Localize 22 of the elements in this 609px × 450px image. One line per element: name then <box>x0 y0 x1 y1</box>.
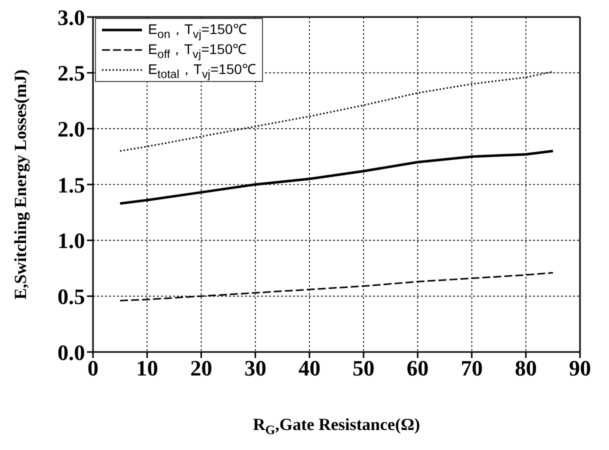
x-tick-label: 90 <box>569 356 591 381</box>
x-tick-label: 60 <box>406 356 429 381</box>
x-tick-label: 0 <box>88 356 98 381</box>
y-tick-label: 0.0 <box>58 340 85 365</box>
x-tick-label: 70 <box>460 356 483 381</box>
y-tick-label: 2.0 <box>58 116 85 142</box>
x-tick-label: 80 <box>514 356 537 381</box>
y-tick-label: 2.5 <box>58 60 85 86</box>
y-tick-label: 1.5 <box>58 172 85 198</box>
legend-label: E$_{off}$，T$_{vj}$=150℃ <box>148 40 247 61</box>
x-axis-title: R$_{G}$,Gate Resistance(Ω) <box>252 415 420 437</box>
y-tick-label: 0.5 <box>58 284 85 309</box>
x-tick-label: 20 <box>190 356 212 381</box>
x-tick-label: 40 <box>298 356 320 381</box>
y-tick-label: 3.0 <box>58 4 85 30</box>
x-tick-label: 10 <box>136 356 158 381</box>
y-axis-title: E,Switching Energy Losses(mJ) <box>11 70 30 300</box>
legend-label: E$_{total}$，T$_{vj}$=150℃ <box>148 60 256 81</box>
x-tick-label: 30 <box>244 356 266 381</box>
x-tick-label: 50 <box>352 356 375 381</box>
y-tick-label: 1.0 <box>58 228 85 254</box>
legend-label: E$_{on}$，T$_{vj}$=150℃ <box>148 20 247 41</box>
